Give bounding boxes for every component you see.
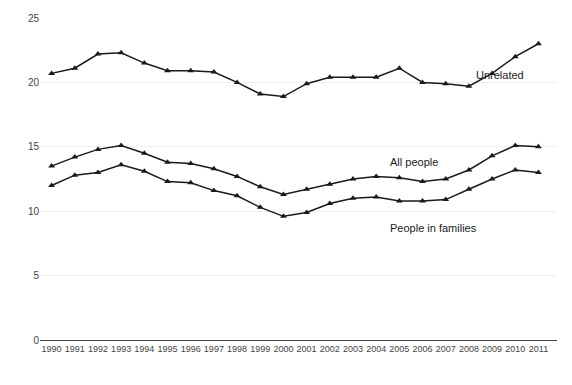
svg-text:20: 20 xyxy=(28,77,40,88)
svg-text:2006: 2006 xyxy=(413,344,433,354)
svg-text:2007: 2007 xyxy=(436,344,456,354)
svg-text:2004: 2004 xyxy=(366,344,386,354)
svg-text:2003: 2003 xyxy=(343,344,363,354)
svg-text:5: 5 xyxy=(33,270,39,281)
svg-text:2009: 2009 xyxy=(482,344,502,354)
svg-text:All people: All people xyxy=(390,156,438,168)
svg-text:People in families: People in families xyxy=(390,222,477,234)
svg-text:1990: 1990 xyxy=(42,344,62,354)
svg-text:1997: 1997 xyxy=(204,344,224,354)
svg-text:1998: 1998 xyxy=(227,344,247,354)
svg-text:2008: 2008 xyxy=(459,344,479,354)
svg-text:2001: 2001 xyxy=(297,344,317,354)
svg-text:2010: 2010 xyxy=(505,344,525,354)
svg-text:1994: 1994 xyxy=(134,344,154,354)
svg-text:0: 0 xyxy=(33,335,39,346)
svg-text:2000: 2000 xyxy=(273,344,293,354)
svg-text:25: 25 xyxy=(28,13,40,24)
svg-text:1995: 1995 xyxy=(157,344,177,354)
svg-text:2002: 2002 xyxy=(320,344,340,354)
svg-text:2011: 2011 xyxy=(529,344,548,354)
svg-text:1996: 1996 xyxy=(181,344,201,354)
svg-text:10: 10 xyxy=(28,206,40,217)
svg-text:1993: 1993 xyxy=(111,344,131,354)
svg-text:1999: 1999 xyxy=(250,344,270,354)
svg-text:Unrelated: Unrelated xyxy=(476,69,524,81)
svg-text:1991: 1991 xyxy=(65,344,85,354)
svg-text:15: 15 xyxy=(28,141,40,152)
svg-text:1992: 1992 xyxy=(88,344,108,354)
svg-text:2005: 2005 xyxy=(389,344,409,354)
